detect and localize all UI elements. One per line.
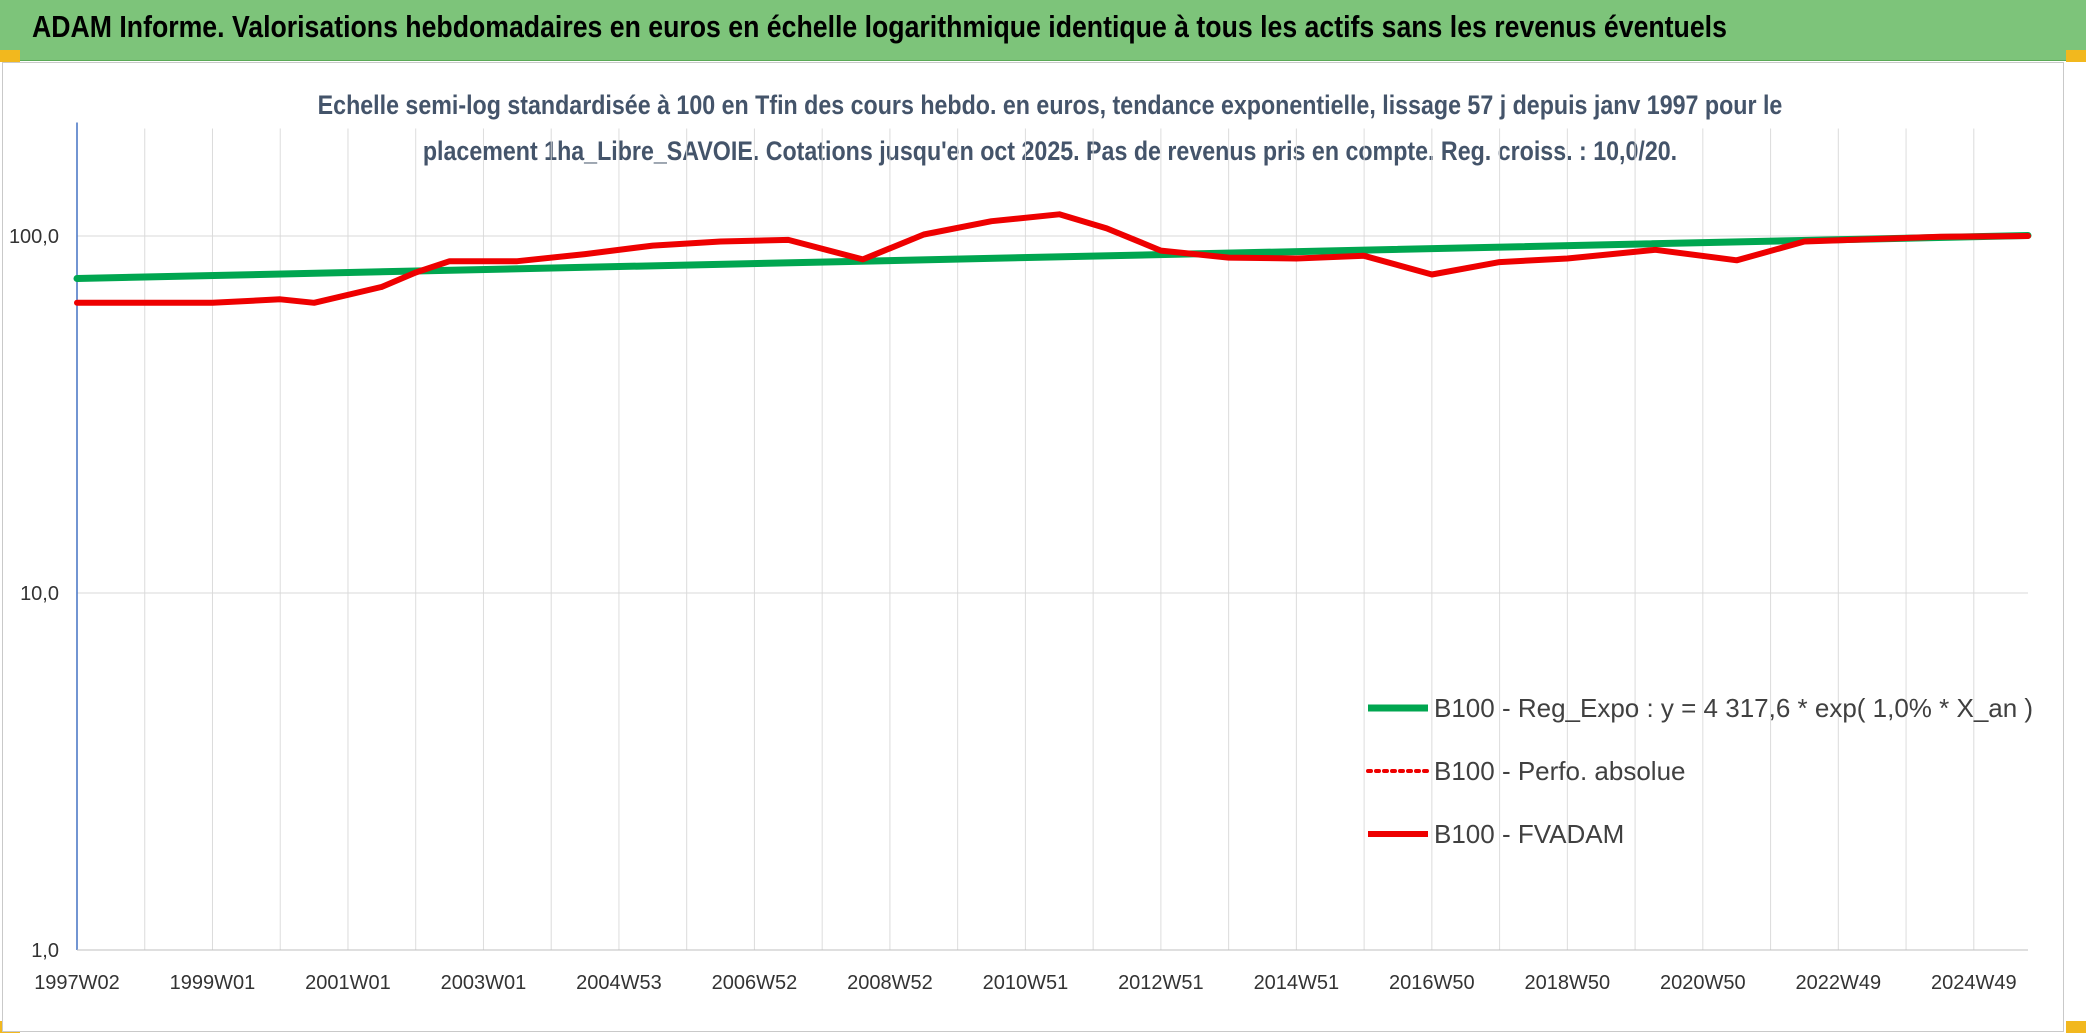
x-tick-label: 2012W51: [1118, 972, 1204, 994]
x-tick-label: 1999W01: [170, 972, 256, 994]
x-tick-label: 2008W52: [847, 972, 933, 994]
x-tick-label: 2022W49: [1796, 972, 1882, 994]
report-title: ADAM Informe. Valorisations hebdomadaire…: [32, 9, 1727, 44]
corner-marker-bottom-right: [2066, 1021, 2086, 1033]
x-tick-label: 2016W50: [1389, 972, 1475, 994]
x-tick-label: 2003W01: [441, 972, 527, 994]
x-tick-label: 2001W01: [305, 972, 391, 994]
legend-label: B100 - FVADAM: [1434, 819, 1624, 849]
y-tick-label: 1,0: [31, 940, 59, 962]
x-tick-label: 1997W02: [34, 972, 120, 994]
corner-marker-top-right: [2066, 50, 2086, 62]
grid-lines: [76, 128, 2028, 951]
legend: B100 - Reg_Expo : y = 4 317,6 * exp( 1,0…: [1366, 693, 2033, 849]
y-tick-label: 10,0: [20, 583, 59, 605]
x-tick-label: 2010W51: [983, 972, 1069, 994]
chart-title-line-1: Echelle semi-log standardisée à 100 en T…: [317, 90, 1783, 120]
legend-label: B100 - Perfo. absolue: [1434, 756, 1686, 786]
x-tick-label: 2014W51: [1254, 972, 1340, 994]
axes: 1,0 10,0 100,0 1997W02 1999W01 2001W01 2003W01…: [9, 122, 2028, 994]
series-lines: [73, 211, 2032, 306]
corner-marker-top-left: [0, 50, 20, 62]
chart-title: Echelle semi-log standardisée à 100 en T…: [175, 82, 1925, 174]
x-tick-label: 2024W49: [1931, 972, 2017, 994]
legend-label: B100 - Reg_Expo : y = 4 317,6 * exp( 1,0…: [1434, 693, 2033, 723]
series-line-solid-green: [73, 232, 2032, 282]
x-tick-label: 2006W52: [712, 972, 798, 994]
x-tick-label: 2018W50: [1525, 972, 1611, 994]
chart-title-line-2: placement 1ha_Libre_SAVOIE. Cotations ju…: [422, 136, 1678, 166]
header-banner: ADAM Informe. Valorisations hebdomadaire…: [0, 0, 2086, 61]
chart-area: [2, 62, 2064, 1032]
x-tick-label: 2020W50: [1660, 972, 1746, 994]
series-line-solid-red: [74, 211, 2031, 306]
y-tick-label: 100,0: [9, 226, 59, 248]
x-tick-label: 2004W53: [576, 972, 662, 994]
